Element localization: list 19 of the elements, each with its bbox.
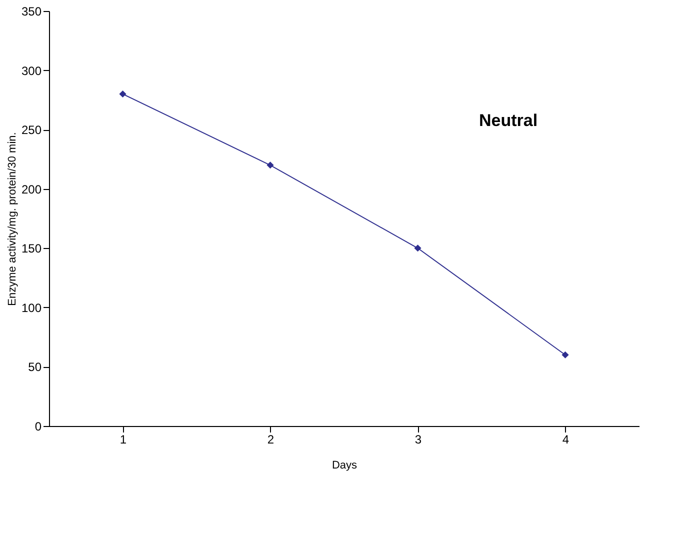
x-tick-label: 2 bbox=[267, 432, 274, 446]
point bbox=[562, 351, 569, 358]
y-tick-label: 0 bbox=[34, 420, 42, 434]
point bbox=[266, 162, 274, 169]
x-tick-label: 4 bbox=[562, 432, 570, 446]
x-tick-label: 3 bbox=[414, 432, 422, 446]
y-tick-label: 350 bbox=[21, 4, 42, 18]
y-tick-label: 50 bbox=[28, 360, 42, 374]
annotation: Neutral bbox=[479, 111, 538, 130]
point bbox=[414, 244, 422, 252]
y-tick-label: 150 bbox=[21, 242, 42, 256]
y-axis-title: Enzyme activity/mg. protein/30 min. bbox=[6, 132, 18, 306]
y-tick-label: 300 bbox=[21, 64, 42, 78]
point bbox=[119, 90, 126, 98]
x-tick-label: 1 bbox=[120, 432, 127, 446]
y-tick-label: 200 bbox=[21, 182, 42, 196]
y-tick-label: 100 bbox=[21, 300, 42, 315]
x-axis-title: Days bbox=[332, 460, 358, 472]
y-tick-label: 250 bbox=[21, 123, 42, 138]
